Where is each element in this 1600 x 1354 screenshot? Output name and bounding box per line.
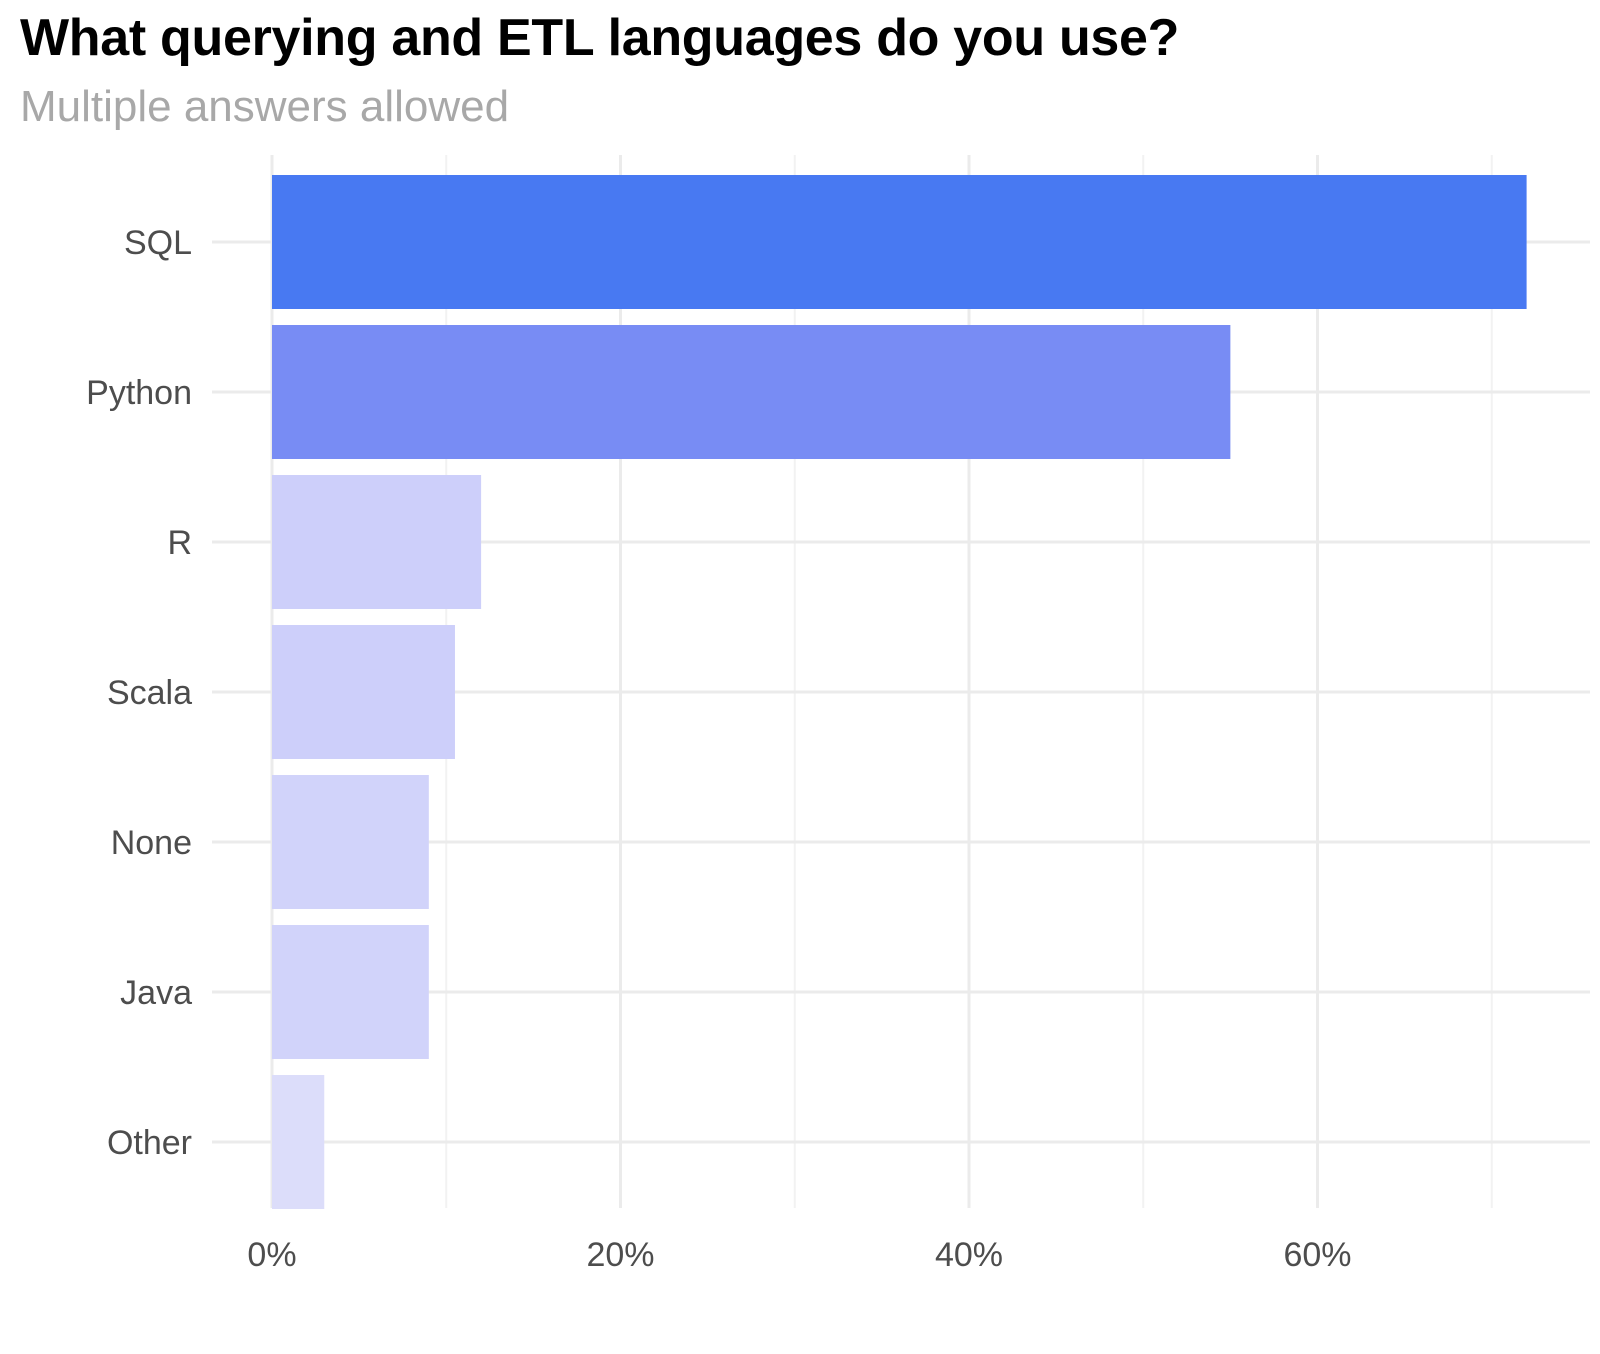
y-tick-label-sql: SQL	[124, 224, 192, 262]
x-tick-labels: 0% 20% 40% 60%	[247, 1236, 1351, 1274]
y-tick-labels: SQL Python R Scala None Java Other	[86, 224, 192, 1162]
bar-sql	[272, 175, 1527, 309]
y-tick-label-r: R	[167, 524, 192, 562]
x-tick-label: 40%	[935, 1236, 1003, 1274]
x-tick-label: 20%	[586, 1236, 654, 1274]
bar-java	[272, 925, 429, 1059]
bar-none	[272, 775, 429, 909]
bar-other	[272, 1075, 325, 1209]
y-tick-label-java: Java	[120, 974, 192, 1012]
bar-scala	[272, 625, 455, 759]
bars	[272, 175, 1527, 1209]
y-tick-label-none: None	[111, 824, 192, 862]
bar-r	[272, 475, 482, 609]
x-tick-label: 60%	[1283, 1236, 1351, 1274]
chart-subtitle: Multiple answers allowed	[20, 82, 510, 131]
y-tick-label-other: Other	[107, 1124, 192, 1162]
y-tick-label-scala: Scala	[107, 674, 192, 712]
x-tick-label: 0%	[247, 1236, 296, 1274]
chart-title: What querying and ETL languages do you u…	[20, 9, 1180, 67]
bar-python	[272, 325, 1231, 459]
y-tick-label-python: Python	[86, 374, 192, 412]
